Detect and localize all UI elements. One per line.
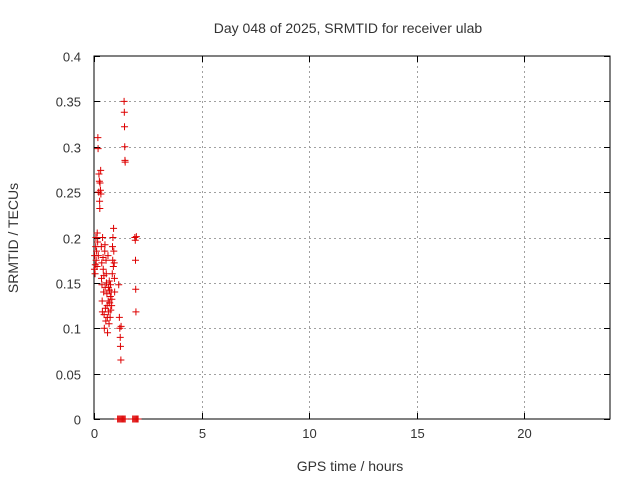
y-tick-label: 0.15 [56, 277, 81, 292]
data-point [109, 234, 117, 241]
data-point [99, 265, 107, 273]
data-point [110, 247, 118, 255]
data-point [98, 259, 106, 267]
data-point [120, 97, 128, 105]
data-point [100, 288, 108, 296]
data-point [120, 108, 128, 116]
data-point [94, 145, 102, 153]
x-axis-label: GPS time / hours [297, 458, 404, 474]
data-point [94, 238, 102, 246]
y-tick-label: 0.1 [63, 322, 81, 337]
y-tick-label: 0.4 [63, 50, 81, 65]
data-point [95, 170, 103, 178]
data-point [108, 295, 116, 303]
data-point [93, 229, 101, 237]
data-point [110, 259, 118, 267]
data-point [115, 281, 123, 289]
data-point [134, 415, 142, 423]
data-point [107, 281, 115, 289]
data-point [97, 243, 105, 251]
axis-ticks: 0 5 10 15 20 0 0.05 0.1 0.15 0.2 0.25 0.3 0.35 0.4 [56, 50, 610, 441]
y-tick-label: 0.05 [56, 368, 81, 383]
data-point [102, 256, 110, 264]
data-point [131, 256, 139, 264]
data-point [121, 123, 129, 131]
data-point [104, 297, 112, 305]
x-tick-label: 15 [410, 426, 424, 441]
y-tick-label: 0 [74, 413, 81, 428]
data-point [97, 190, 105, 198]
data-point [107, 306, 115, 314]
data-point [91, 261, 99, 269]
data-point [96, 179, 104, 187]
data-point [108, 302, 116, 310]
data-point [96, 204, 104, 212]
data-point [106, 313, 114, 321]
data-point [109, 263, 117, 271]
data-point [115, 313, 123, 321]
data-point [95, 177, 103, 185]
data-point [132, 285, 140, 293]
y-axis-label: SRMTID / TECUs [5, 183, 21, 293]
data-point [116, 342, 124, 350]
data-point [101, 247, 109, 255]
data-point [100, 324, 108, 332]
data-point [93, 247, 101, 255]
data-point [116, 333, 124, 341]
data-point [105, 286, 113, 294]
chart-title: Day 048 of 2025, SRMTID for receiver ula… [214, 20, 483, 36]
data-point [108, 243, 116, 251]
data-point [98, 297, 106, 305]
data-point [116, 324, 124, 332]
data-point [121, 415, 129, 423]
x-tick-label: 5 [199, 426, 206, 441]
data-point [131, 236, 139, 244]
data-point [96, 197, 104, 205]
data-point [105, 277, 113, 285]
data-point [97, 166, 105, 174]
data-point [104, 329, 112, 337]
data-point [91, 270, 99, 278]
data-point [121, 143, 129, 151]
x-tick-label: 20 [517, 426, 531, 441]
data-point [110, 274, 118, 282]
y-tick-label: 0.2 [63, 232, 81, 247]
x-tick-label: 10 [302, 426, 316, 441]
data-point [117, 356, 125, 364]
data-point [121, 158, 129, 166]
grid [94, 56, 610, 419]
data-point [104, 252, 112, 260]
data-point [93, 263, 101, 271]
data-point [99, 234, 107, 241]
y-tick-label: 0.3 [63, 141, 81, 156]
data-point [102, 270, 110, 278]
plot-frame [93, 55, 611, 420]
data-point [108, 270, 116, 278]
data-point [132, 308, 140, 316]
data-point [110, 224, 118, 232]
y-tick-label: 0.25 [56, 186, 81, 201]
data-point [94, 252, 102, 260]
data-point [94, 134, 102, 142]
data-point [101, 241, 109, 249]
data-point [105, 320, 113, 328]
data-point [92, 256, 100, 264]
data-point [117, 322, 125, 330]
x-tick-label: 0 [91, 426, 98, 441]
data-point [111, 288, 119, 296]
data-point [92, 234, 100, 241]
data-point [132, 233, 140, 241]
y-tick-label: 0.35 [56, 95, 81, 110]
data-points [90, 97, 142, 423]
